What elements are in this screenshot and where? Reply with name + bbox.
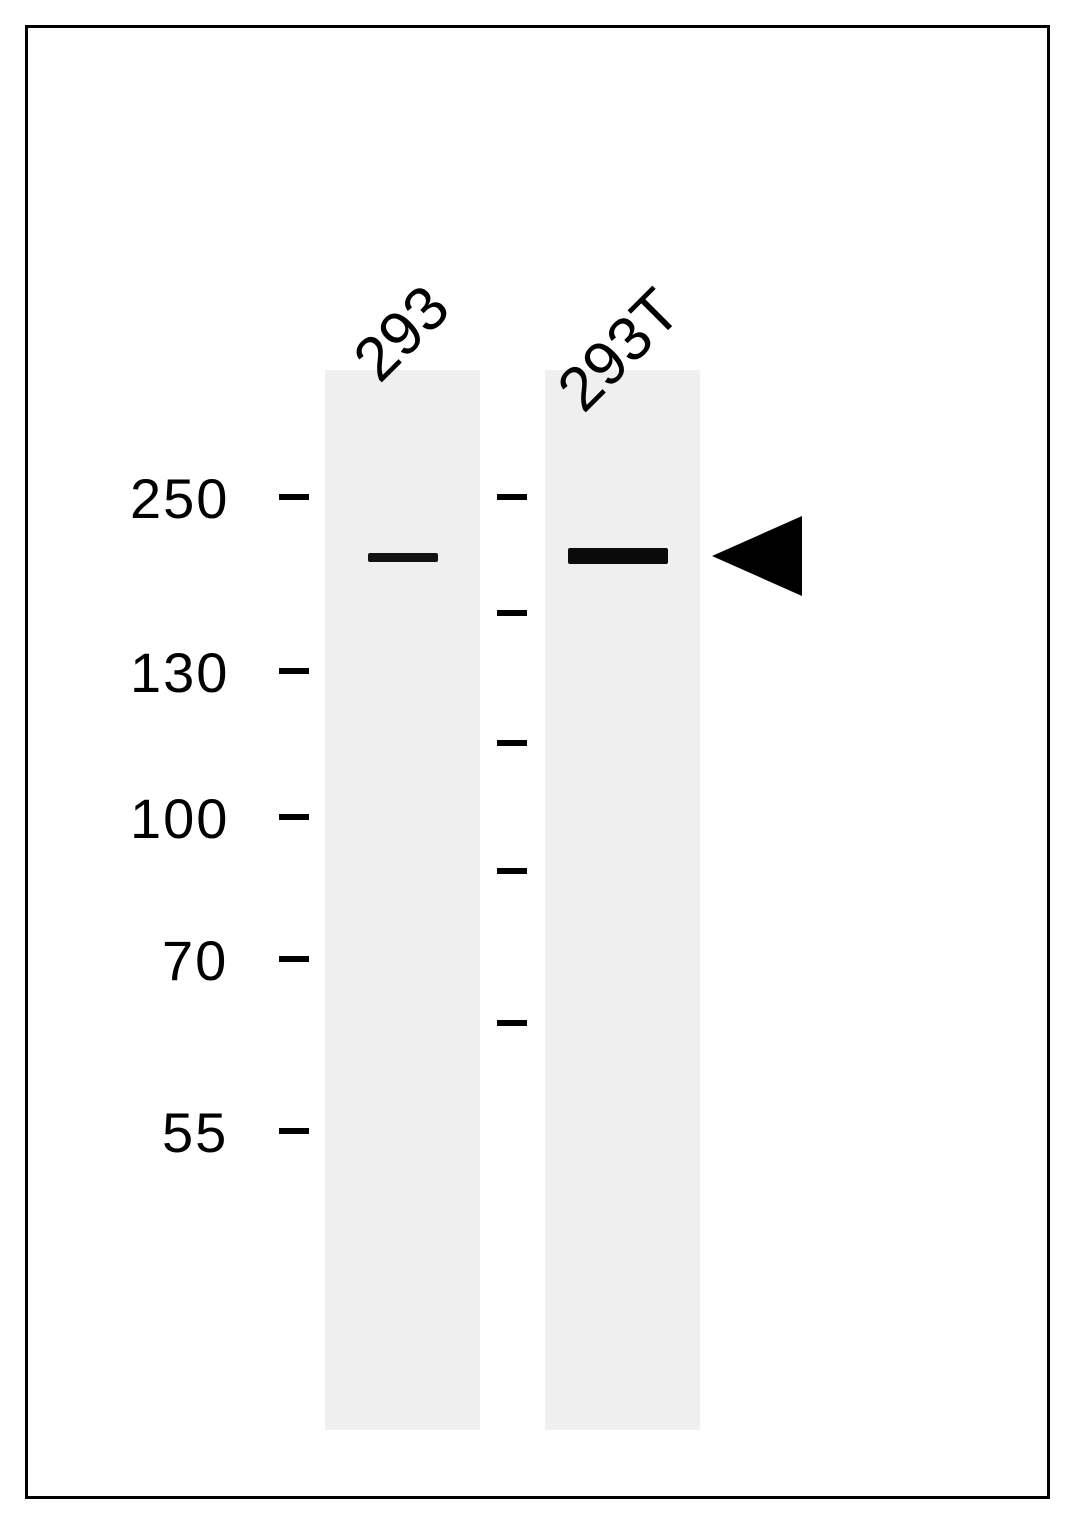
mw-left-tick-3 [279, 956, 309, 962]
mw-left-tick-2 [279, 814, 309, 820]
lane-293T [545, 370, 700, 1430]
mw-center-tick-3 [497, 868, 527, 874]
mw-label-55: 55 [162, 1100, 228, 1165]
mw-left-tick-4 [279, 1128, 309, 1134]
band-lane-293T [568, 548, 668, 564]
mw-label-70: 70 [162, 928, 228, 993]
band-lane-293 [368, 553, 438, 562]
mw-center-tick-1 [497, 610, 527, 616]
mw-center-tick-2 [497, 740, 527, 746]
target-band-arrow-icon [712, 516, 802, 596]
mw-label-250: 250 [130, 466, 229, 531]
mw-left-tick-1 [279, 668, 309, 674]
figure-frame [25, 25, 1050, 1499]
mw-center-tick-0 [497, 494, 527, 500]
mw-label-100: 100 [130, 786, 229, 851]
mw-center-tick-4 [497, 1020, 527, 1026]
lane-293 [325, 370, 480, 1430]
blot-figure: 293 293T 250 130 100 70 55 [0, 0, 1075, 1524]
mw-label-130: 130 [130, 640, 229, 705]
mw-left-tick-0 [279, 494, 309, 500]
